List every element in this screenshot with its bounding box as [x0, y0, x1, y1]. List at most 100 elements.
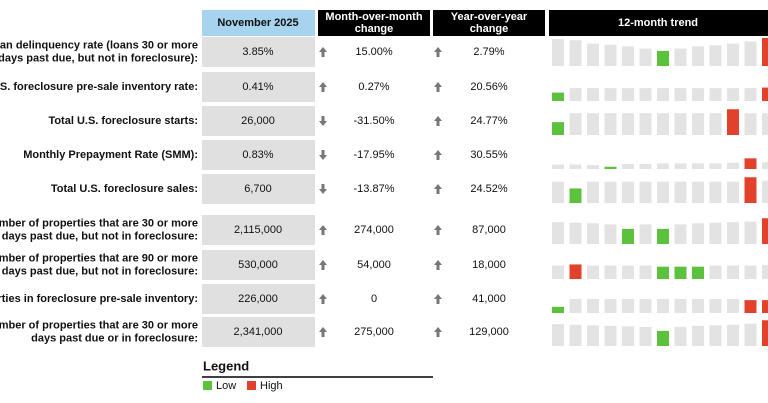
yoy-change: 87,000 [472, 224, 506, 236]
trend-bar [744, 88, 757, 101]
trend-bar [657, 228, 669, 244]
trend-bar [622, 113, 634, 135]
trend-bar [727, 265, 739, 279]
header-mom: Month-over-month change [325, 11, 422, 35]
arrow-up [434, 225, 442, 235]
trend-bar [622, 326, 634, 346]
value: 3.85% [242, 46, 273, 58]
trend-bar [639, 163, 652, 169]
arrow-up [319, 260, 327, 270]
trend-bar [657, 299, 669, 313]
trend-bar [587, 113, 599, 135]
yoy-change: 2.79% [473, 46, 504, 58]
arrow-down [319, 184, 327, 194]
value-cell [202, 215, 315, 245]
trend-bar [569, 164, 582, 169]
yoy-change: 24.77% [470, 115, 508, 127]
trend-bar [569, 324, 582, 346]
trend-bar [552, 181, 564, 203]
trend-bar [552, 122, 564, 135]
trend-bar [674, 326, 687, 346]
trend-bar [604, 88, 617, 101]
arrow-up [434, 327, 442, 337]
trend-bar [622, 46, 634, 66]
trend-bar [569, 88, 582, 101]
mom-change: -13.87% [354, 183, 395, 195]
yoy-change: 20.56% [470, 81, 508, 93]
value-cell [202, 72, 315, 102]
trend-bar [674, 163, 687, 169]
row-label: Monthly Prepayment Rate (SMM): [23, 149, 198, 161]
trend-bar [569, 40, 582, 66]
trend-bar [744, 265, 757, 279]
row-label: U.S. foreclosure pre-sale inventory rate… [0, 81, 198, 93]
header-cell [549, 10, 768, 36]
value-cell [202, 250, 315, 280]
row-label: loan delinquency rate (loans 30 or more [0, 39, 198, 51]
trend-bar [657, 50, 669, 66]
yoy-change: 18,000 [472, 259, 506, 271]
yoy-change: 24.52% [470, 183, 508, 195]
trend-bar [744, 158, 757, 169]
trend-bar [709, 88, 722, 101]
mom-change: 274,000 [354, 224, 394, 236]
trend-bar [727, 299, 739, 313]
trend-bar [569, 222, 582, 244]
yoy-change: 129,000 [469, 326, 509, 338]
value-cell [202, 317, 315, 347]
value: 2,341,000 [234, 326, 283, 338]
arrow-up [319, 225, 327, 235]
trend-bar [727, 324, 739, 346]
trend-bar [692, 88, 704, 101]
arrow-up [434, 150, 442, 160]
trend-bar [692, 266, 704, 279]
trend-bar [709, 163, 722, 169]
header-cell [202, 10, 315, 36]
trend-bar [727, 109, 739, 135]
trend-bar [744, 113, 757, 135]
mom-change: 0 [371, 293, 377, 305]
arrow-up [434, 260, 442, 270]
row-label: days past due, but not in foreclosure: [2, 230, 198, 242]
row-label: Total U.S. foreclosure starts: [48, 115, 198, 127]
trend-bar [727, 43, 739, 66]
trend-bar [587, 43, 599, 66]
trend-bar [587, 265, 599, 279]
header-cell [318, 10, 430, 36]
trend-bar [587, 223, 599, 244]
trend-bar [639, 88, 652, 101]
trend-bar [692, 325, 704, 346]
mom-change: 54,000 [357, 259, 391, 271]
trend-bar [709, 299, 722, 313]
trend-bar [604, 299, 617, 313]
row-label: days past due, but not in foreclosure): [0, 52, 198, 64]
trend-bar [587, 325, 599, 346]
row-label: days past due, but not in foreclosure: [2, 265, 198, 277]
trend-bar [622, 163, 634, 169]
header-yoy: Year-over-year change [451, 11, 528, 35]
trend-bar [692, 299, 704, 313]
trend-bar [657, 266, 669, 279]
arrow-down [319, 116, 327, 126]
trend-bar [552, 324, 564, 346]
trend-bar [709, 265, 722, 279]
legend-title: Legend [203, 358, 249, 373]
trend-bar [604, 166, 617, 169]
trend-bar [727, 222, 739, 244]
trend-bar [639, 265, 652, 279]
trend-bar [744, 221, 757, 244]
trend-bar [604, 265, 617, 279]
mom-change: 275,000 [354, 326, 394, 338]
trend-bar [727, 88, 739, 101]
trend-bar [709, 325, 722, 346]
trend-bar [604, 224, 617, 244]
trend-bar [639, 48, 652, 66]
arrow-up [434, 82, 442, 92]
arrow-down [319, 150, 327, 160]
arrow-up [434, 47, 442, 57]
trend-bar [552, 222, 564, 244]
legend-swatch [247, 381, 256, 390]
row-label: perties in foreclosure pre-sale inventor… [0, 293, 198, 305]
